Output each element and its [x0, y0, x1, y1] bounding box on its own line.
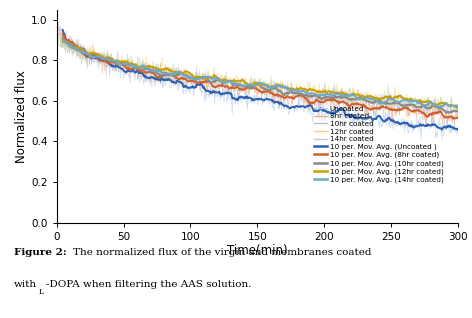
Text: The normalized flux of the virgin and membranes coated: The normalized flux of the virgin and me…	[73, 248, 371, 257]
X-axis label: Time(min): Time(min)	[227, 245, 287, 257]
Text: Figure 2:: Figure 2:	[14, 248, 67, 257]
Y-axis label: Normalized flux: Normalized flux	[15, 70, 28, 162]
Text: -DOPA when filtering the AAS solution.: -DOPA when filtering the AAS solution.	[46, 280, 251, 289]
Text: with: with	[14, 280, 37, 289]
Legend: Uncoated, 8hr coated, 10hr coated, 12hr coated, 14hr coated, 10 per. Mov. Avg. (: Uncoated, 8hr coated, 10hr coated, 12hr …	[311, 103, 446, 186]
Text: L: L	[39, 288, 44, 296]
